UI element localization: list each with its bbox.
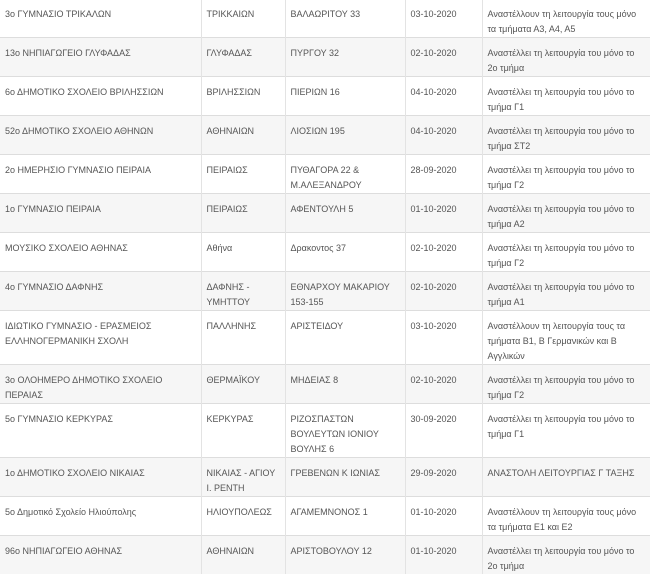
note-cell: Αναστέλλουν τη λειτουργία τους μόνο τα τ… — [482, 0, 650, 38]
municipality-cell: ΝΙΚΑΙΑΣ - ΑΓΙΟΥ Ι. ΡΕΝΤΗ — [201, 458, 285, 497]
address-cell: ΒΑΛΑΩΡΙΤΟΥ 33 — [285, 0, 405, 38]
note-cell: Αναστέλλει τη λειτουργία του μόνο το τμή… — [482, 365, 650, 404]
date-cell: 04-10-2020 — [405, 77, 482, 116]
address-cell: ΠΥΘΑΓΟΡΑ 22 & Μ.ΑΛΕΞΑΝΔΡΟΥ — [285, 155, 405, 194]
address-cell: ΡΙΖΟΣΠΑΣΤΩΝ ΒΟΥΛΕΥΤΩΝ ΙΟΝΙΟΥ ΒΟΥΛΗΣ 6 — [285, 404, 405, 458]
address-cell: ΑΓΑΜΕΜΝΟΝΟΣ 1 — [285, 497, 405, 536]
address-cell: ΛΙΟΣΙΩΝ 195 — [285, 116, 405, 155]
school-name-cell: 2ο ΗΜΕΡΗΣΙΟ ΓΥΜΝΑΣΙΟ ΠΕΙΡΑΙΑ — [0, 155, 201, 194]
school-name-cell: 3ο ΟΛΟΗΜΕΡΟ ΔΗΜΟΤΙΚΟ ΣΧΟΛΕΙΟ ΠΕΡΑΙΑΣ — [0, 365, 201, 404]
school-name-cell: 13ο ΝΗΠΙΑΓΩΓΕΙΟ ΓΛΥΦΑΔΑΣ — [0, 38, 201, 77]
municipality-cell: ΑΘΗΝΑΙΩΝ — [201, 536, 285, 574]
date-cell: 29-09-2020 — [405, 458, 482, 497]
municipality-cell: ΚΕΡΚΥΡΑΣ — [201, 404, 285, 458]
municipality-cell: ΒΡΙΛΗΣΣΙΩΝ — [201, 77, 285, 116]
school-name-cell: 4ο ΓΥΜΝΑΣΙΟ ΔΑΦΝΗΣ — [0, 272, 201, 311]
date-cell: 30-09-2020 — [405, 404, 482, 458]
date-cell: 01-10-2020 — [405, 194, 482, 233]
note-cell: Αναστέλλει τη λειτουργία του μόνο το τμή… — [482, 233, 650, 272]
note-cell: Αναστέλλει τη λειτουργία του μόνο το τμή… — [482, 77, 650, 116]
municipality-cell: Αθήνα — [201, 233, 285, 272]
school-name-cell: ΜΟΥΣΙΚΟ ΣΧΟΛΕΙΟ ΑΘΗΝΑΣ — [0, 233, 201, 272]
municipality-cell: ΓΛΥΦΑΔΑΣ — [201, 38, 285, 77]
school-name-cell: ΙΔΙΩΤΙΚΟ ΓΥΜΝΑΣΙΟ - ΕΡΑΣΜΕΙΟΣ ΕΛΛΗΝΟΓΕΡΜ… — [0, 311, 201, 365]
municipality-cell: ΑΘΗΝΑΙΩΝ — [201, 116, 285, 155]
school-name-cell: 96ο ΝΗΠΙΑΓΩΓΕΙΟ ΑΘΗΝΑΣ — [0, 536, 201, 574]
address-cell: ΑΦΕΝΤΟΥΛΗ 5 — [285, 194, 405, 233]
address-cell: ΜΗΔΕΙΑΣ 8 — [285, 365, 405, 404]
municipality-cell: ΠΕΙΡΑΙΩΣ — [201, 155, 285, 194]
school-name-cell: 3ο ΓΥΜΝΑΣΙΟ ΤΡΙΚΑΛΩΝ — [0, 0, 201, 38]
address-cell: ΠΙΕΡΙΩΝ 16 — [285, 77, 405, 116]
date-cell: 28-09-2020 — [405, 155, 482, 194]
school-name-cell: 6ο ΔΗΜΟΤΙΚΟ ΣΧΟΛΕΙΟ ΒΡΙΛΗΣΣΙΩΝ — [0, 77, 201, 116]
date-cell: 04-10-2020 — [405, 116, 482, 155]
municipality-cell: ΘΕΡΜΑΪΚΟΥ — [201, 365, 285, 404]
address-cell: ΓΡΕΒΕΝΩΝ Κ ΙΩΝΙΑΣ — [285, 458, 405, 497]
date-cell: 01-10-2020 — [405, 536, 482, 574]
note-cell: Αναστέλλει τη λειτουργία του μόνο το τμή… — [482, 272, 650, 311]
date-cell: 02-10-2020 — [405, 38, 482, 77]
table-row: ΙΔΙΩΤΙΚΟ ΓΥΜΝΑΣΙΟ - ΕΡΑΣΜΕΙΟΣ ΕΛΛΗΝΟΓΕΡΜ… — [0, 311, 650, 365]
address-cell: ΕΘΝΑΡΧΟΥ ΜΑΚΑΡΙΟΥ 153-155 — [285, 272, 405, 311]
school-name-cell: 5ο Δημοτικό Σχολείο Ηλιούπολης — [0, 497, 201, 536]
municipality-cell: ΤΡΙΚΚΑΙΩΝ — [201, 0, 285, 38]
municipality-cell: ΠΕΙΡΑΙΩΣ — [201, 194, 285, 233]
date-cell: 02-10-2020 — [405, 233, 482, 272]
note-cell: Αναστέλλει τη λειτουργία του μόνο το 2ο … — [482, 38, 650, 77]
date-cell: 03-10-2020 — [405, 0, 482, 38]
note-cell: Αναστέλλει τη λειτουργία του μόνο το τμή… — [482, 404, 650, 458]
note-cell: Αναστέλλει τη λειτουργία του μόνο το τμή… — [482, 194, 650, 233]
school-name-cell: 1ο ΓΥΜΝΑΣΙΟ ΠΕΙΡΑΙΑ — [0, 194, 201, 233]
date-cell: 01-10-2020 — [405, 497, 482, 536]
note-cell: Αναστέλλει τη λειτουργία του μόνο το τμή… — [482, 116, 650, 155]
municipality-cell: ΗΛΙΟΥΠΟΛΕΩΣ — [201, 497, 285, 536]
note-cell: Αναστέλλει τη λειτουργία του μόνο το 2ο … — [482, 536, 650, 574]
date-cell: 02-10-2020 — [405, 272, 482, 311]
municipality-cell: ΠΑΛΛΗΝΗΣ — [201, 311, 285, 365]
school-name-cell: 52ο ΔΗΜΟΤΙΚΟ ΣΧΟΛΕΙΟ ΑΘΗΝΩΝ — [0, 116, 201, 155]
note-cell: Αναστέλλουν τη λειτουργία τους μόνο τα τ… — [482, 497, 650, 536]
school-name-cell: 5ο ΓΥΜΝΑΣΙΟ ΚΕΡΚΥΡΑΣ — [0, 404, 201, 458]
date-cell: 02-10-2020 — [405, 365, 482, 404]
note-cell: ΑΝΑΣΤΟΛΗ ΛΕΙΤΟΥΡΓΙΑΣ Γ ΤΑΞΗΣ — [482, 458, 650, 497]
municipality-cell: ΔΑΦΝΗΣ - ΥΜΗΤΤΟΥ — [201, 272, 285, 311]
school-name-cell: 1ο ΔΗΜΟΤΙΚΟ ΣΧΟΛΕΙΟ ΝΙΚΑΙΑΣ — [0, 458, 201, 497]
date-cell: 03-10-2020 — [405, 311, 482, 365]
note-cell: Αναστέλλει τη λειτουργία του μόνο το τμή… — [482, 155, 650, 194]
address-cell: ΑΡΙΣΤΟΒΟΥΛΟΥ 12 — [285, 536, 405, 574]
address-cell: ΑΡΙΣΤΕΙΔΟΥ — [285, 311, 405, 365]
address-cell: Δρακοντος 37 — [285, 233, 405, 272]
address-cell: ΠΥΡΓΟΥ 32 — [285, 38, 405, 77]
note-cell: Αναστέλλουν τη λειτουργία τους τα τμήματ… — [482, 311, 650, 365]
